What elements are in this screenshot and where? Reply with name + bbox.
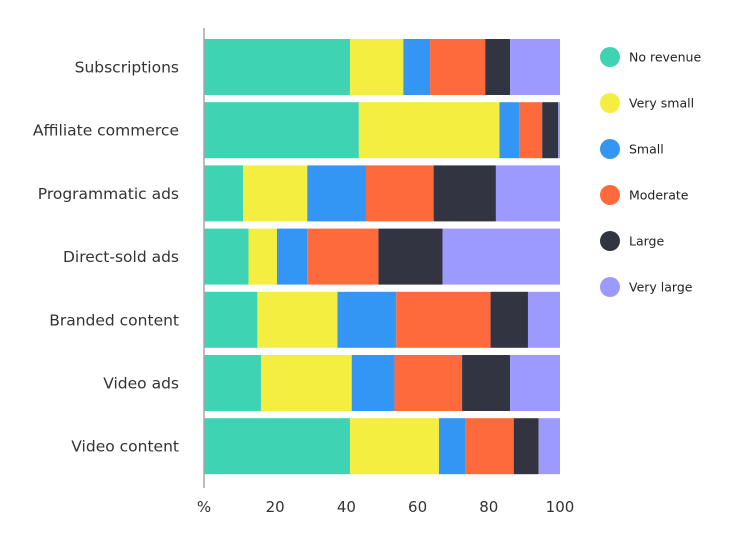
x-tick-label: 80	[479, 498, 498, 516]
bar-segment-large	[542, 102, 559, 159]
category-label: Video ads	[103, 375, 179, 393]
bar-segment-large	[378, 228, 443, 285]
category-label: Video content	[71, 438, 179, 456]
bar-segment-moderate	[396, 291, 491, 348]
bar-segment-no-revenue	[204, 165, 244, 222]
legend-swatch-small	[600, 139, 620, 159]
bar-segment-very-large	[510, 355, 560, 411]
x-axis-tick-labels: % 20 40 60 80 100	[197, 498, 574, 516]
bar-segment-no-revenue	[204, 418, 350, 475]
legend-swatch-moderate	[600, 185, 620, 205]
legend-swatch-no-revenue	[600, 47, 620, 67]
bar-segment-small	[403, 39, 431, 95]
x-tick-label: 60	[408, 498, 427, 516]
bar-segment-moderate	[519, 102, 543, 159]
bar-segment-small	[307, 165, 366, 222]
legend-label-moderate: Moderate	[629, 188, 689, 203]
bar-segment-small	[276, 228, 308, 285]
bar-segment-large	[513, 418, 539, 475]
legend-label-no-revenue: No revenue	[629, 50, 701, 65]
bar-segment-no-revenue	[204, 291, 258, 348]
category-label: Affiliate commerce	[33, 122, 179, 140]
x-tick-label: 20	[266, 498, 285, 516]
bar-segment-very-small	[349, 39, 404, 95]
category-label: Programmatic ads	[38, 185, 179, 203]
legend-label-large: Large	[629, 234, 664, 249]
category-label: Subscriptions	[75, 59, 179, 77]
bar-segment-very-small	[257, 291, 338, 348]
legend-label-very-small: Very small	[629, 96, 694, 111]
bar-segment-small	[438, 418, 466, 475]
legend-swatch-large	[600, 231, 620, 251]
bar-segment-no-revenue	[204, 228, 249, 285]
bar-segment-no-revenue	[204, 355, 261, 411]
bar-segment-very-large	[558, 102, 560, 159]
row-separators	[204, 97, 560, 416]
bar-segment-large	[462, 355, 511, 411]
x-tick-label: %	[197, 498, 211, 516]
legend-swatch-very-small	[600, 93, 620, 113]
bar-segment-moderate	[307, 228, 379, 285]
bar-segment-large	[490, 291, 528, 348]
category-label: Direct-sold ads	[63, 248, 179, 266]
category-labels: Subscriptions Affiliate commerce Programma…	[33, 59, 179, 456]
bar-segment-no-revenue	[204, 39, 350, 95]
bar-segment-moderate	[394, 355, 463, 411]
bar-segment-small	[351, 355, 395, 411]
bar-segment-no-revenue	[204, 102, 359, 159]
bar-segment-very-small	[358, 102, 500, 159]
category-label: Branded content	[49, 311, 179, 329]
legend-label-very-large: Very large	[629, 280, 693, 295]
x-tick-label: 40	[337, 498, 356, 516]
bar-segment-very-large	[495, 165, 560, 222]
bars-layer	[204, 39, 560, 475]
bar-segment-moderate	[465, 418, 514, 475]
bar-segment-large	[433, 165, 496, 222]
bar-segment-moderate	[430, 39, 486, 95]
bar-segment-very-large	[442, 228, 560, 285]
bar-segment-very-large	[527, 291, 560, 348]
bar-segment-moderate	[365, 165, 434, 222]
bar-segment-very-small	[349, 418, 439, 475]
bar-segment-large	[485, 39, 511, 95]
bar-segment-very-small	[243, 165, 308, 222]
bar-segment-small	[337, 291, 397, 348]
bar-segment-small	[499, 102, 520, 159]
legend-swatch-very-large	[600, 277, 620, 297]
bar-segment-very-large	[510, 39, 560, 95]
legend: No revenue Very small Small Moderate Large Ve…	[600, 47, 701, 297]
x-tick-label: 100	[546, 498, 575, 516]
bar-segment-very-small	[248, 228, 277, 285]
bar-segment-very-small	[260, 355, 352, 411]
legend-label-small: Small	[629, 142, 664, 157]
bar-segment-very-large	[538, 418, 560, 475]
